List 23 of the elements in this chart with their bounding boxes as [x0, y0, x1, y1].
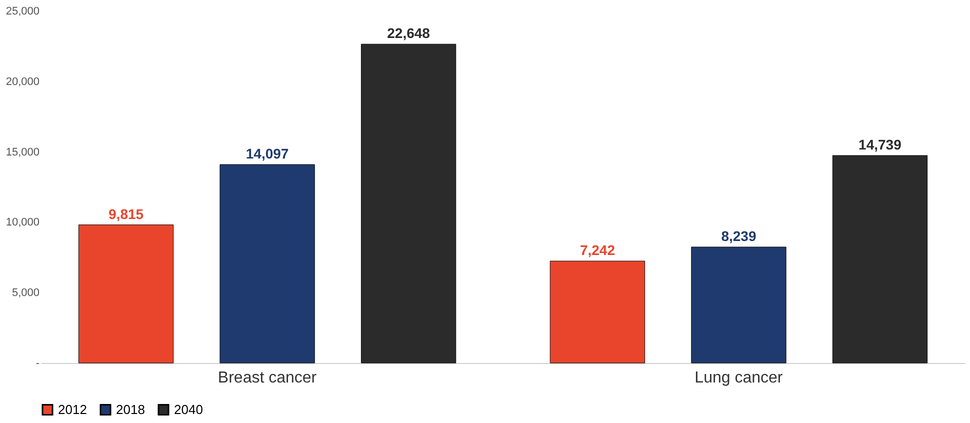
x-tick-label: Breast cancer [218, 370, 318, 386]
x-tick-label: Lung cancer [694, 370, 784, 386]
y-tick-label: - [36, 358, 40, 370]
bar [78, 224, 174, 364]
bar [832, 155, 928, 364]
bar [550, 260, 646, 364]
data-label: 7,242 [580, 242, 616, 258]
legend-label: 2018 [116, 402, 145, 417]
legend-label: 2012 [58, 402, 87, 417]
y-tick-label: 10,000 [6, 216, 40, 229]
y-tick-label: 20,000 [6, 76, 40, 88]
y-tick-label: 25,000 [6, 6, 40, 18]
y-tick-label: 5,000 [12, 287, 40, 300]
data-label: 8,239 [721, 228, 756, 244]
legend-label: 2040 [174, 402, 203, 417]
data-label: 22,648 [387, 25, 430, 42]
bar [360, 44, 456, 364]
data-label: 14,739 [858, 136, 902, 152]
bar [691, 246, 786, 364]
data-label: 9,815 [108, 206, 144, 222]
data-label: 14,097 [246, 146, 289, 162]
bar [220, 164, 315, 364]
y-tick-label: 15,000 [6, 146, 40, 158]
